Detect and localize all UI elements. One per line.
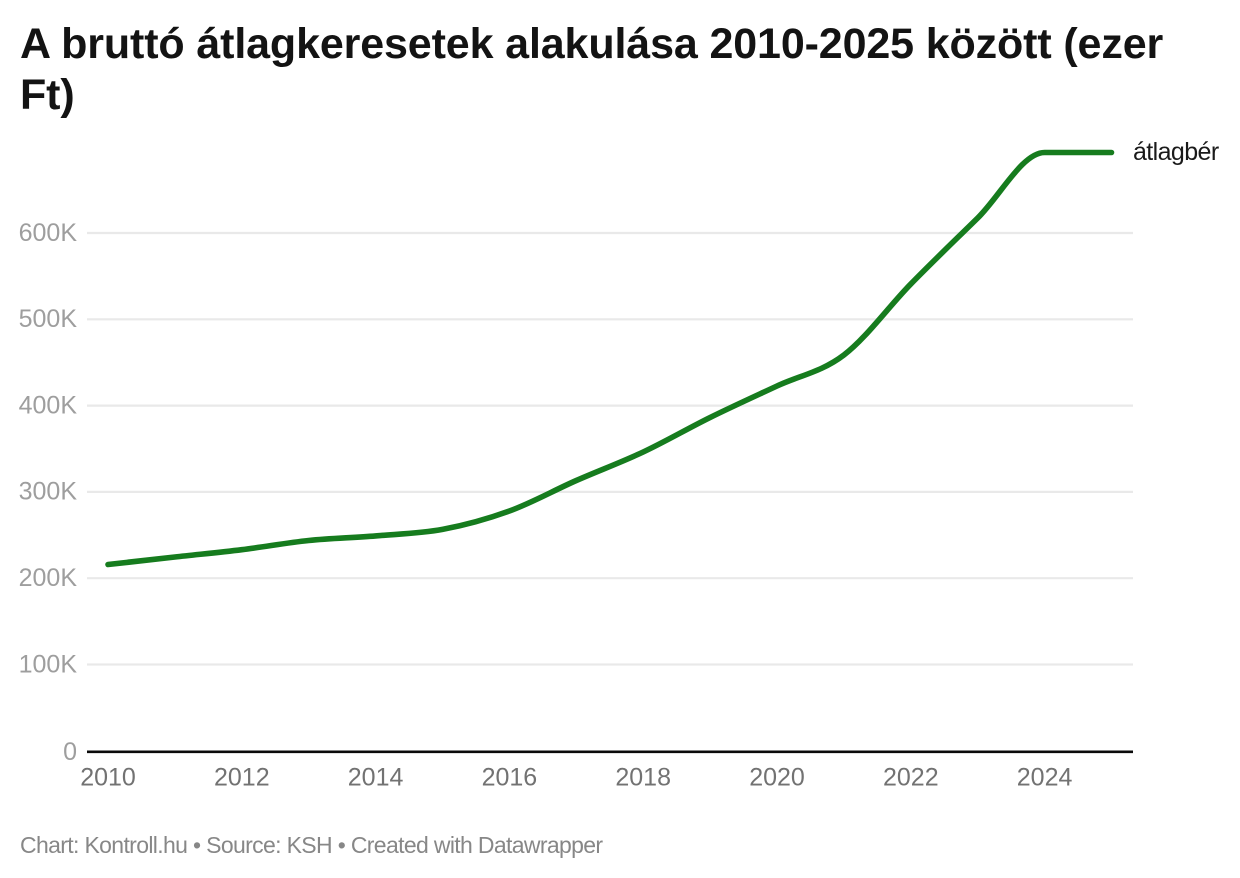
svg-text:2020: 2020 [749,764,805,792]
svg-text:200K: 200K [19,564,78,592]
svg-text:300K: 300K [19,478,78,506]
svg-text:2022: 2022 [883,764,939,792]
svg-text:400K: 400K [19,391,78,419]
svg-text:átlagbér: átlagbér [1133,138,1219,166]
svg-text:0: 0 [63,738,77,766]
svg-text:600K: 600K [19,219,78,247]
svg-text:2016: 2016 [482,764,538,792]
svg-text:2018: 2018 [615,764,671,792]
svg-text:100K: 100K [19,650,78,678]
svg-text:2014: 2014 [348,764,404,792]
svg-text:2012: 2012 [214,764,270,792]
svg-text:2010: 2010 [80,764,136,792]
svg-text:2024: 2024 [1017,764,1073,792]
svg-text:500K: 500K [19,305,78,333]
